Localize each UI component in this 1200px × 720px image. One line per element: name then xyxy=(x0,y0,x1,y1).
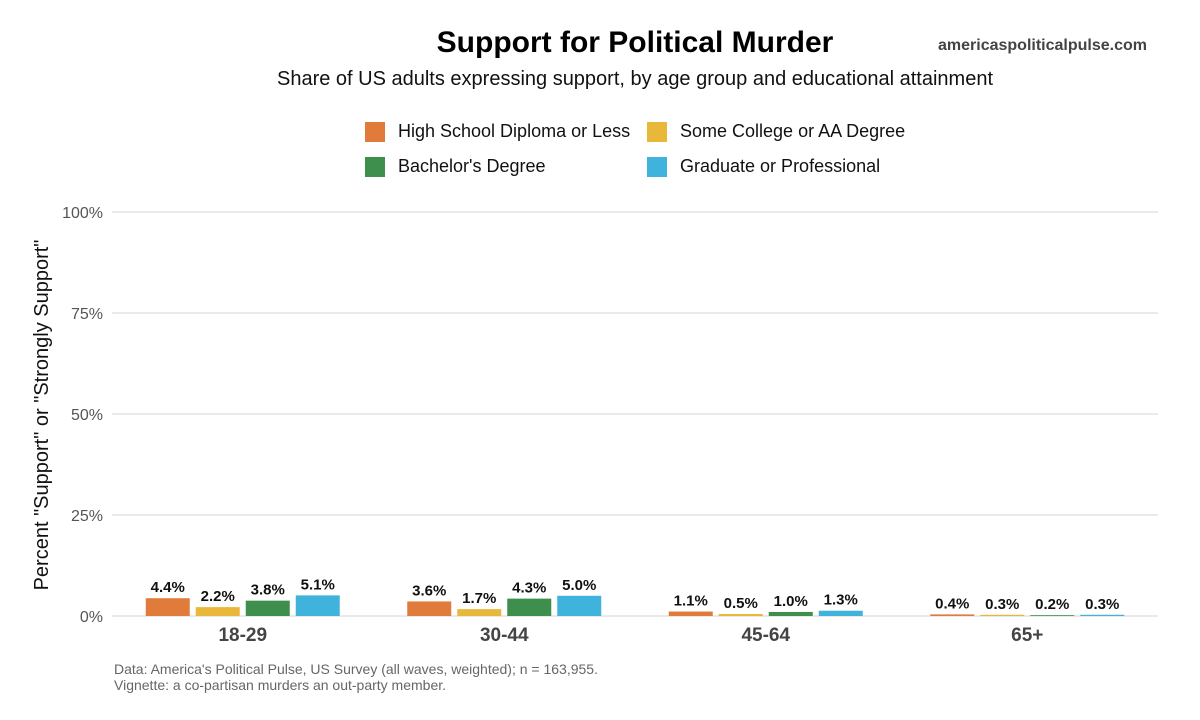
data-label: 5.0% xyxy=(562,577,596,594)
bar xyxy=(145,598,190,616)
bar xyxy=(768,611,813,616)
data-label: 5.1% xyxy=(301,576,335,593)
bar xyxy=(1030,615,1075,616)
bar xyxy=(245,600,290,616)
x-category-label: 45-64 xyxy=(741,625,790,646)
chart-subtitle: Share of US adults expressing support, b… xyxy=(276,68,993,90)
data-label: 4.4% xyxy=(151,579,185,596)
caption: Data: America's Political Pulse, US Surv… xyxy=(114,661,598,693)
brand-label: americaspoliticalpulse.com xyxy=(938,37,1147,54)
legend-label-graduate: Graduate or Professional xyxy=(680,156,881,176)
bar xyxy=(295,595,340,616)
legend-swatch-some-college xyxy=(647,121,667,142)
bar xyxy=(557,595,602,616)
legend-item-high-school: High School Diploma or Less xyxy=(365,121,630,142)
legend-item-some-college: Some College or AA Degree xyxy=(647,121,905,142)
y-tick-label: 75% xyxy=(71,306,103,323)
legend-swatch-bachelors xyxy=(365,156,385,177)
data-label: 0.5% xyxy=(724,595,758,612)
legend-swatch-graduate xyxy=(647,156,667,177)
x-category-label: 30-44 xyxy=(480,625,529,646)
bar xyxy=(980,614,1025,616)
bars xyxy=(145,595,1125,616)
caption-source: Data: America's Political Pulse, US Surv… xyxy=(114,661,598,677)
data-labels: 4.4% 2.2% 3.8% 5.1% 3.6% 1.7% 4.3% 5.0% 1.1% 0.5%… xyxy=(151,576,1120,613)
legend-swatch-high-school xyxy=(365,121,385,142)
x-category-label: 65+ xyxy=(1011,625,1043,646)
bar xyxy=(718,613,763,616)
bar xyxy=(1080,614,1125,616)
legend-label-bachelors: Bachelor's Degree xyxy=(398,156,546,176)
data-label: 0.4% xyxy=(935,595,969,612)
data-label: 0.2% xyxy=(1035,596,1069,613)
legend-item-bachelors: Bachelor's Degree xyxy=(365,156,546,177)
data-label: 0.3% xyxy=(985,596,1019,613)
data-label: 1.7% xyxy=(462,590,496,607)
bar xyxy=(930,614,975,616)
y-tick-label: 0% xyxy=(80,609,103,626)
gridlines xyxy=(112,211,1158,617)
data-label: 1.0% xyxy=(774,593,808,610)
bar xyxy=(507,598,552,616)
caption-vignette: Vignette: a co-partisan murders an out-p… xyxy=(114,677,447,693)
legend-item-graduate: Graduate or Professional xyxy=(647,156,880,177)
y-tick-label: 100% xyxy=(62,205,103,222)
legend-label-some-college: Some College or AA Degree xyxy=(680,121,906,141)
data-label: 1.3% xyxy=(824,592,858,609)
data-label: 1.1% xyxy=(674,593,708,610)
bar xyxy=(407,601,452,616)
bar xyxy=(195,607,240,616)
bar xyxy=(668,611,713,616)
bar xyxy=(818,610,863,616)
y-tick-label: 50% xyxy=(71,407,103,424)
y-tick-label: 25% xyxy=(71,508,103,525)
data-label: 4.3% xyxy=(512,580,546,597)
y-axis-title: Percent "Support" or "Strongly Support" xyxy=(31,240,53,591)
data-label: 3.8% xyxy=(251,582,285,599)
data-label: 3.6% xyxy=(412,582,446,599)
bar xyxy=(457,609,502,616)
data-label: 2.2% xyxy=(201,588,235,605)
x-axis-categories: 18-29 30-44 45-64 65+ xyxy=(218,625,1043,646)
chart-title: Support for Political Murder xyxy=(436,26,834,59)
x-category-label: 18-29 xyxy=(218,625,267,646)
data-label: 0.3% xyxy=(1085,596,1119,613)
y-axis-ticks: 0% 25% 50% 75% 100% xyxy=(62,205,103,626)
legend-label-high-school: High School Diploma or Less xyxy=(398,121,631,141)
